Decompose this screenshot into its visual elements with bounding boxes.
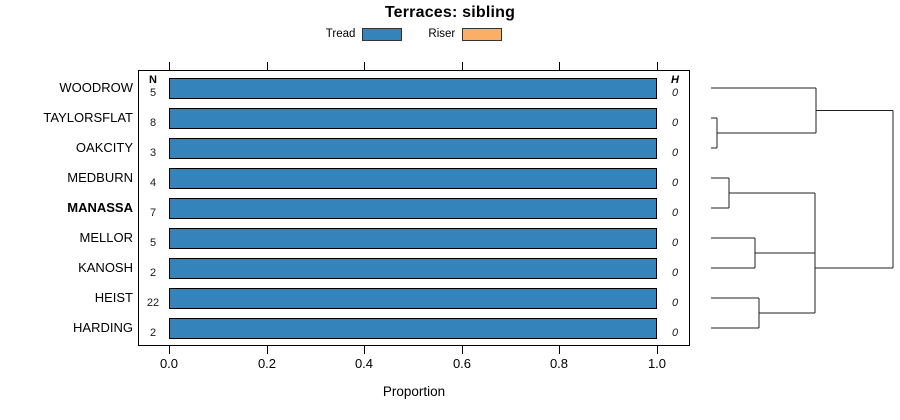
row-label: OAKCITY bbox=[75, 140, 133, 155]
legend-item-riser: Riser bbox=[428, 27, 503, 41]
row-h-value: 0 bbox=[671, 237, 679, 249]
row-n-value: 4 bbox=[149, 177, 157, 189]
row-h-value: 0 bbox=[671, 327, 679, 339]
legend-tread-label: Tread bbox=[325, 28, 356, 40]
tread-bar bbox=[169, 227, 657, 249]
x-tick-label: 0.0 bbox=[159, 356, 179, 371]
row-n-value: 22 bbox=[146, 297, 160, 309]
row-h-value: 0 bbox=[671, 177, 679, 189]
row-h-value: 0 bbox=[671, 147, 679, 159]
x-tick-bottom bbox=[364, 346, 365, 354]
legend-riser-label: Riser bbox=[428, 28, 456, 40]
dendrogram bbox=[711, 87, 894, 329]
chart-title: Terraces: sibling bbox=[384, 4, 516, 21]
x-tick-top bbox=[657, 62, 658, 70]
row-h-value: 0 bbox=[671, 297, 679, 309]
row-label: HARDING bbox=[73, 320, 133, 335]
legend-item-tread: Tread bbox=[325, 27, 403, 41]
row-h-value: 0 bbox=[671, 267, 679, 279]
tread-bar bbox=[169, 107, 657, 129]
x-tick-label: 0.2 bbox=[257, 356, 277, 371]
x-tick-bottom bbox=[462, 346, 463, 354]
row-label: KANOSH bbox=[78, 260, 133, 275]
row-n-value: 8 bbox=[149, 117, 157, 129]
x-tick-bottom bbox=[267, 346, 268, 354]
row-h-value: 0 bbox=[671, 207, 679, 219]
tread-bar bbox=[169, 197, 657, 219]
x-tick-bottom bbox=[559, 346, 560, 354]
x-tick-top bbox=[364, 62, 365, 70]
tread-bar bbox=[169, 317, 657, 339]
x-tick-top bbox=[462, 62, 463, 70]
x-tick-bottom bbox=[169, 346, 170, 354]
x-tick-label: 0.6 bbox=[452, 356, 472, 371]
row-n-value: 2 bbox=[149, 267, 157, 279]
tread-color-swatch bbox=[362, 27, 403, 41]
row-label: MEDBURN bbox=[67, 170, 133, 185]
x-tick-top bbox=[169, 62, 170, 70]
h-column-header: H bbox=[671, 74, 679, 86]
x-tick-label: 1.0 bbox=[647, 356, 667, 371]
tread-bar bbox=[169, 167, 657, 189]
row-n-value: 2 bbox=[149, 327, 157, 339]
row-n-value: 5 bbox=[149, 87, 157, 99]
x-tick-label: 0.4 bbox=[354, 356, 374, 371]
row-h-value: 0 bbox=[671, 87, 679, 99]
tread-bar bbox=[169, 257, 657, 279]
row-label: TAYLORSFLAT bbox=[43, 110, 133, 125]
x-axis-title: Proportion bbox=[382, 384, 446, 399]
tread-bar bbox=[169, 287, 657, 309]
riser-color-swatch bbox=[462, 27, 503, 41]
legend: Tread Riser bbox=[138, 25, 690, 43]
x-tick-bottom bbox=[657, 346, 658, 354]
row-label: WOODROW bbox=[59, 80, 133, 95]
x-tick-label: 0.8 bbox=[549, 356, 569, 371]
x-tick-top bbox=[559, 62, 560, 70]
tread-bar bbox=[169, 77, 657, 99]
row-n-value: 5 bbox=[149, 237, 157, 249]
row-h-value: 0 bbox=[671, 117, 679, 129]
tread-bar bbox=[169, 137, 657, 159]
row-n-value: 3 bbox=[149, 147, 157, 159]
x-tick-top bbox=[267, 62, 268, 70]
row-n-value: 7 bbox=[149, 207, 157, 219]
row-label: HEIST bbox=[94, 290, 133, 305]
row-label: MANASSA bbox=[67, 200, 133, 215]
n-column-header: N bbox=[149, 74, 157, 86]
row-label: MELLOR bbox=[79, 230, 133, 245]
